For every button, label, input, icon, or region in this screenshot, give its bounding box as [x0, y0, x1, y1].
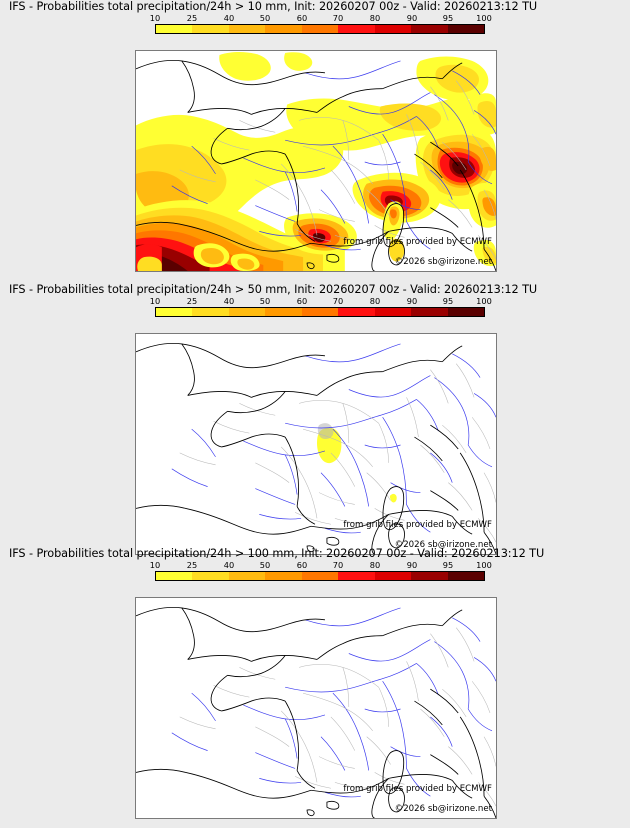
colorbar-band [192, 572, 229, 580]
colorbar-band [265, 572, 302, 580]
colorbar-tick: 100 [476, 13, 492, 23]
colorbar-tick: 95 [442, 560, 454, 570]
panel-10mm: IFS - Probabilities total precipitation/… [0, 0, 630, 272]
colorbar-band [156, 308, 193, 316]
colorbar-tick: 25 [186, 13, 198, 23]
panel-title-10mm: IFS - Probabilities total precipitation/… [9, 0, 538, 13]
colorbar-tick: 70 [332, 13, 344, 23]
colorbar-tick: 50 [259, 13, 271, 23]
colorbar-ticks-10mm: 10 25 40 50 60 70 80 90 95 100 [0, 14, 630, 25]
panel-title-100mm: IFS - Probabilities total precipitation/… [9, 547, 545, 560]
colorbar-band [228, 25, 266, 33]
colorbar-ticks-100mm: 10 25 40 50 60 70 80 90 95 100 [0, 561, 630, 572]
credit-copyright-10mm: ©2026 sb@irizone.net [394, 257, 492, 267]
colorbar-tick: 50 [259, 560, 271, 570]
credit-copyright-100mm: ©2026 sb@irizone.net [394, 804, 492, 814]
colorbar-100mm: 10 25 40 50 60 70 80 90 95 100 [0, 561, 630, 583]
colorbar-band [338, 308, 375, 316]
colorbar-band [447, 308, 484, 316]
colorbar-band [192, 308, 229, 316]
colorbar-swatches-50mm [155, 307, 485, 317]
colorbar-tick: 70 [332, 560, 344, 570]
map-canvas-50mm [136, 334, 496, 554]
colorbar-tick: 50 [259, 296, 271, 306]
colorbar-band [301, 572, 339, 580]
colorbar-band [192, 25, 229, 33]
colorbar-band [411, 572, 448, 580]
colorbar-band [301, 308, 339, 316]
colorbar-tick: 80 [369, 296, 381, 306]
credit-source-10mm: from grib files provided by ECMWF [343, 237, 492, 247]
colorbar-tick: 40 [223, 13, 235, 23]
colorbar-tick: 40 [223, 560, 235, 570]
geography-layer [136, 60, 496, 271]
colorbar-tick: 80 [369, 13, 381, 23]
colorbar-band [265, 25, 302, 33]
colorbar-band [411, 25, 448, 33]
colorbar-tick: 10 [149, 13, 161, 23]
map-50mm[interactable]: from grib files provided by ECMWF ©2026 … [135, 333, 497, 555]
colorbar-band [447, 572, 484, 580]
colorbar-tick: 70 [332, 296, 344, 306]
colorbar-ticks-50mm: 10 25 40 50 60 70 80 90 95 100 [0, 297, 630, 308]
colorbar-band [338, 572, 375, 580]
colorbar-swatches-100mm [155, 571, 485, 581]
colorbar-tick: 60 [296, 13, 308, 23]
colorbar-band [374, 572, 412, 580]
geography-layer [136, 343, 496, 554]
colorbar-tick: 25 [186, 560, 198, 570]
map-canvas-10mm [136, 51, 496, 271]
panel-title-50mm: IFS - Probabilities total precipitation/… [9, 283, 538, 296]
colorbar-band [265, 308, 302, 316]
colorbar-band [228, 572, 266, 580]
geography-layer [136, 607, 496, 818]
colorbar-tick: 10 [149, 560, 161, 570]
colorbar-tick: 100 [476, 296, 492, 306]
colorbar-tick: 25 [186, 296, 198, 306]
colorbar-swatches-10mm [155, 24, 485, 34]
colorbar-tick: 60 [296, 560, 308, 570]
colorbar-tick: 60 [296, 296, 308, 306]
colorbar-10mm: 10 25 40 50 60 70 80 90 95 100 [0, 14, 630, 36]
colorbar-band [374, 25, 412, 33]
colorbar-band [228, 308, 266, 316]
panel-50mm: IFS - Probabilities total precipitation/… [0, 283, 630, 555]
colorbar-band [156, 572, 193, 580]
colorbar-tick: 90 [406, 13, 418, 23]
map-100mm[interactable]: from grib files provided by ECMWF ©2026 … [135, 597, 497, 819]
colorbar-tick: 95 [442, 296, 454, 306]
colorbar-band [301, 25, 339, 33]
colorbar-tick: 40 [223, 296, 235, 306]
panel-100mm: IFS - Probabilities total precipitation/… [0, 547, 630, 819]
credit-source-50mm: from grib files provided by ECMWF [343, 520, 492, 530]
colorbar-band [338, 25, 375, 33]
colorbar-tick: 80 [369, 560, 381, 570]
map-10mm[interactable]: from grib files provided by ECMWF ©2026 … [135, 50, 497, 272]
colorbar-tick: 10 [149, 296, 161, 306]
colorbar-tick: 95 [442, 13, 454, 23]
colorbar-tick: 90 [406, 296, 418, 306]
colorbar-tick: 90 [406, 560, 418, 570]
colorbar-50mm: 10 25 40 50 60 70 80 90 95 100 [0, 297, 630, 319]
credit-copyright-50mm: ©2026 sb@irizone.net [394, 540, 492, 550]
credit-source-100mm: from grib files provided by ECMWF [343, 784, 492, 794]
colorbar-band [447, 25, 484, 33]
colorbar-band [156, 25, 193, 33]
map-canvas-100mm [136, 598, 496, 818]
colorbar-band [374, 308, 412, 316]
colorbar-band [411, 308, 448, 316]
colorbar-tick: 100 [476, 560, 492, 570]
